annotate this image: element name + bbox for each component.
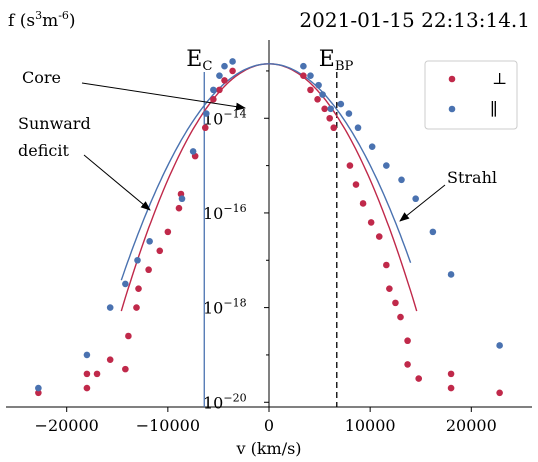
data-point	[106, 304, 114, 311]
annotation-strahl: Strahl	[447, 168, 497, 187]
data-point	[404, 337, 411, 345]
data-point	[133, 304, 140, 311]
data-point	[383, 261, 390, 269]
x-tick-label: −20000	[35, 416, 99, 435]
data-point	[156, 247, 164, 255]
data-point	[216, 72, 223, 79]
data-point	[35, 389, 42, 397]
legend-box	[424, 60, 518, 130]
data-point	[398, 176, 405, 184]
data-point	[429, 228, 437, 236]
y-tick-label: 10−14	[203, 107, 247, 128]
data-point	[106, 356, 114, 363]
y-axis-label: f (s3m-6)	[8, 9, 76, 31]
data-point	[83, 384, 91, 392]
data-point	[210, 86, 217, 94]
legend-label-para: ∥	[490, 100, 498, 120]
legend: ⊥∥	[424, 60, 518, 130]
data-point	[202, 110, 210, 117]
data-point	[397, 313, 404, 321]
y-tick-label: 10−20	[203, 391, 247, 412]
data-point	[314, 96, 321, 103]
data-point	[145, 266, 152, 274]
data-point	[337, 100, 345, 108]
data-point	[404, 361, 411, 368]
data-point	[300, 72, 307, 79]
annotation-sunward-line2: deficit	[18, 141, 69, 160]
data-point	[321, 105, 328, 113]
data-point	[122, 280, 129, 288]
data-point	[83, 370, 91, 378]
data-point	[367, 219, 375, 226]
data-point	[392, 299, 399, 307]
data-point	[175, 204, 183, 212]
data-point	[122, 365, 129, 373]
y-tick-label: 10−18	[203, 297, 247, 318]
data-point	[352, 181, 360, 188]
data-point	[326, 114, 333, 122]
x-tick-label: 10000	[345, 416, 396, 435]
data-point	[447, 370, 455, 378]
data-point	[210, 96, 217, 103]
data-point	[135, 285, 142, 292]
x-tick-label: 20000	[446, 416, 497, 435]
legend-marker-perp	[448, 75, 456, 83]
data-point	[319, 91, 326, 98]
annotation-sunward-arrow	[83, 154, 151, 211]
data-point	[415, 375, 423, 382]
data-point	[201, 124, 209, 132]
annotation-core-arrow	[81, 82, 246, 111]
data-point	[496, 389, 503, 397]
x-tick-label: −10000	[136, 416, 200, 435]
data-point	[300, 62, 307, 70]
data-point	[134, 256, 141, 264]
data-point	[354, 124, 362, 132]
annotation-sunward-line1: Sunward	[18, 114, 91, 133]
data-point	[178, 195, 186, 203]
data-point	[496, 342, 503, 349]
data-point	[327, 105, 335, 113]
data-point	[221, 77, 228, 84]
data-point	[189, 148, 197, 155]
data-point	[307, 86, 314, 94]
fit-curve	[120, 63, 412, 281]
data-point	[146, 238, 153, 245]
data-point	[83, 351, 91, 359]
data-point	[447, 384, 455, 392]
annotation-core: Core	[22, 68, 61, 87]
data-point	[221, 62, 228, 70]
data-point	[330, 124, 338, 132]
legend-marker-para	[448, 105, 456, 113]
data-point	[307, 72, 314, 79]
timestamp: 2021-01-15 22:13:14.1	[299, 8, 530, 32]
legend-label-perp: ⊥	[492, 69, 507, 88]
data-point	[368, 143, 376, 150]
data-point	[383, 162, 390, 169]
data-point	[386, 285, 393, 292]
data-point	[35, 384, 42, 392]
ec-label: EC	[186, 47, 212, 74]
annotation-strahl-arrow	[399, 184, 446, 222]
y-tick-label: 10−16	[203, 202, 247, 223]
data-point	[315, 81, 322, 89]
data-point	[345, 110, 353, 117]
data-point	[447, 271, 455, 278]
data-point	[164, 228, 172, 236]
data-point	[412, 195, 419, 203]
data-point	[346, 162, 354, 169]
data-point	[229, 67, 236, 75]
data-point	[359, 200, 367, 207]
data-point	[229, 58, 236, 65]
x-axis-label: v (km/s)	[235, 439, 301, 458]
data-point	[375, 233, 383, 240]
data-point	[93, 370, 101, 378]
x-tick-label: 0	[264, 416, 274, 435]
data-point	[216, 86, 223, 94]
data-point	[125, 332, 132, 340]
ebp-label: EBP	[319, 47, 354, 74]
